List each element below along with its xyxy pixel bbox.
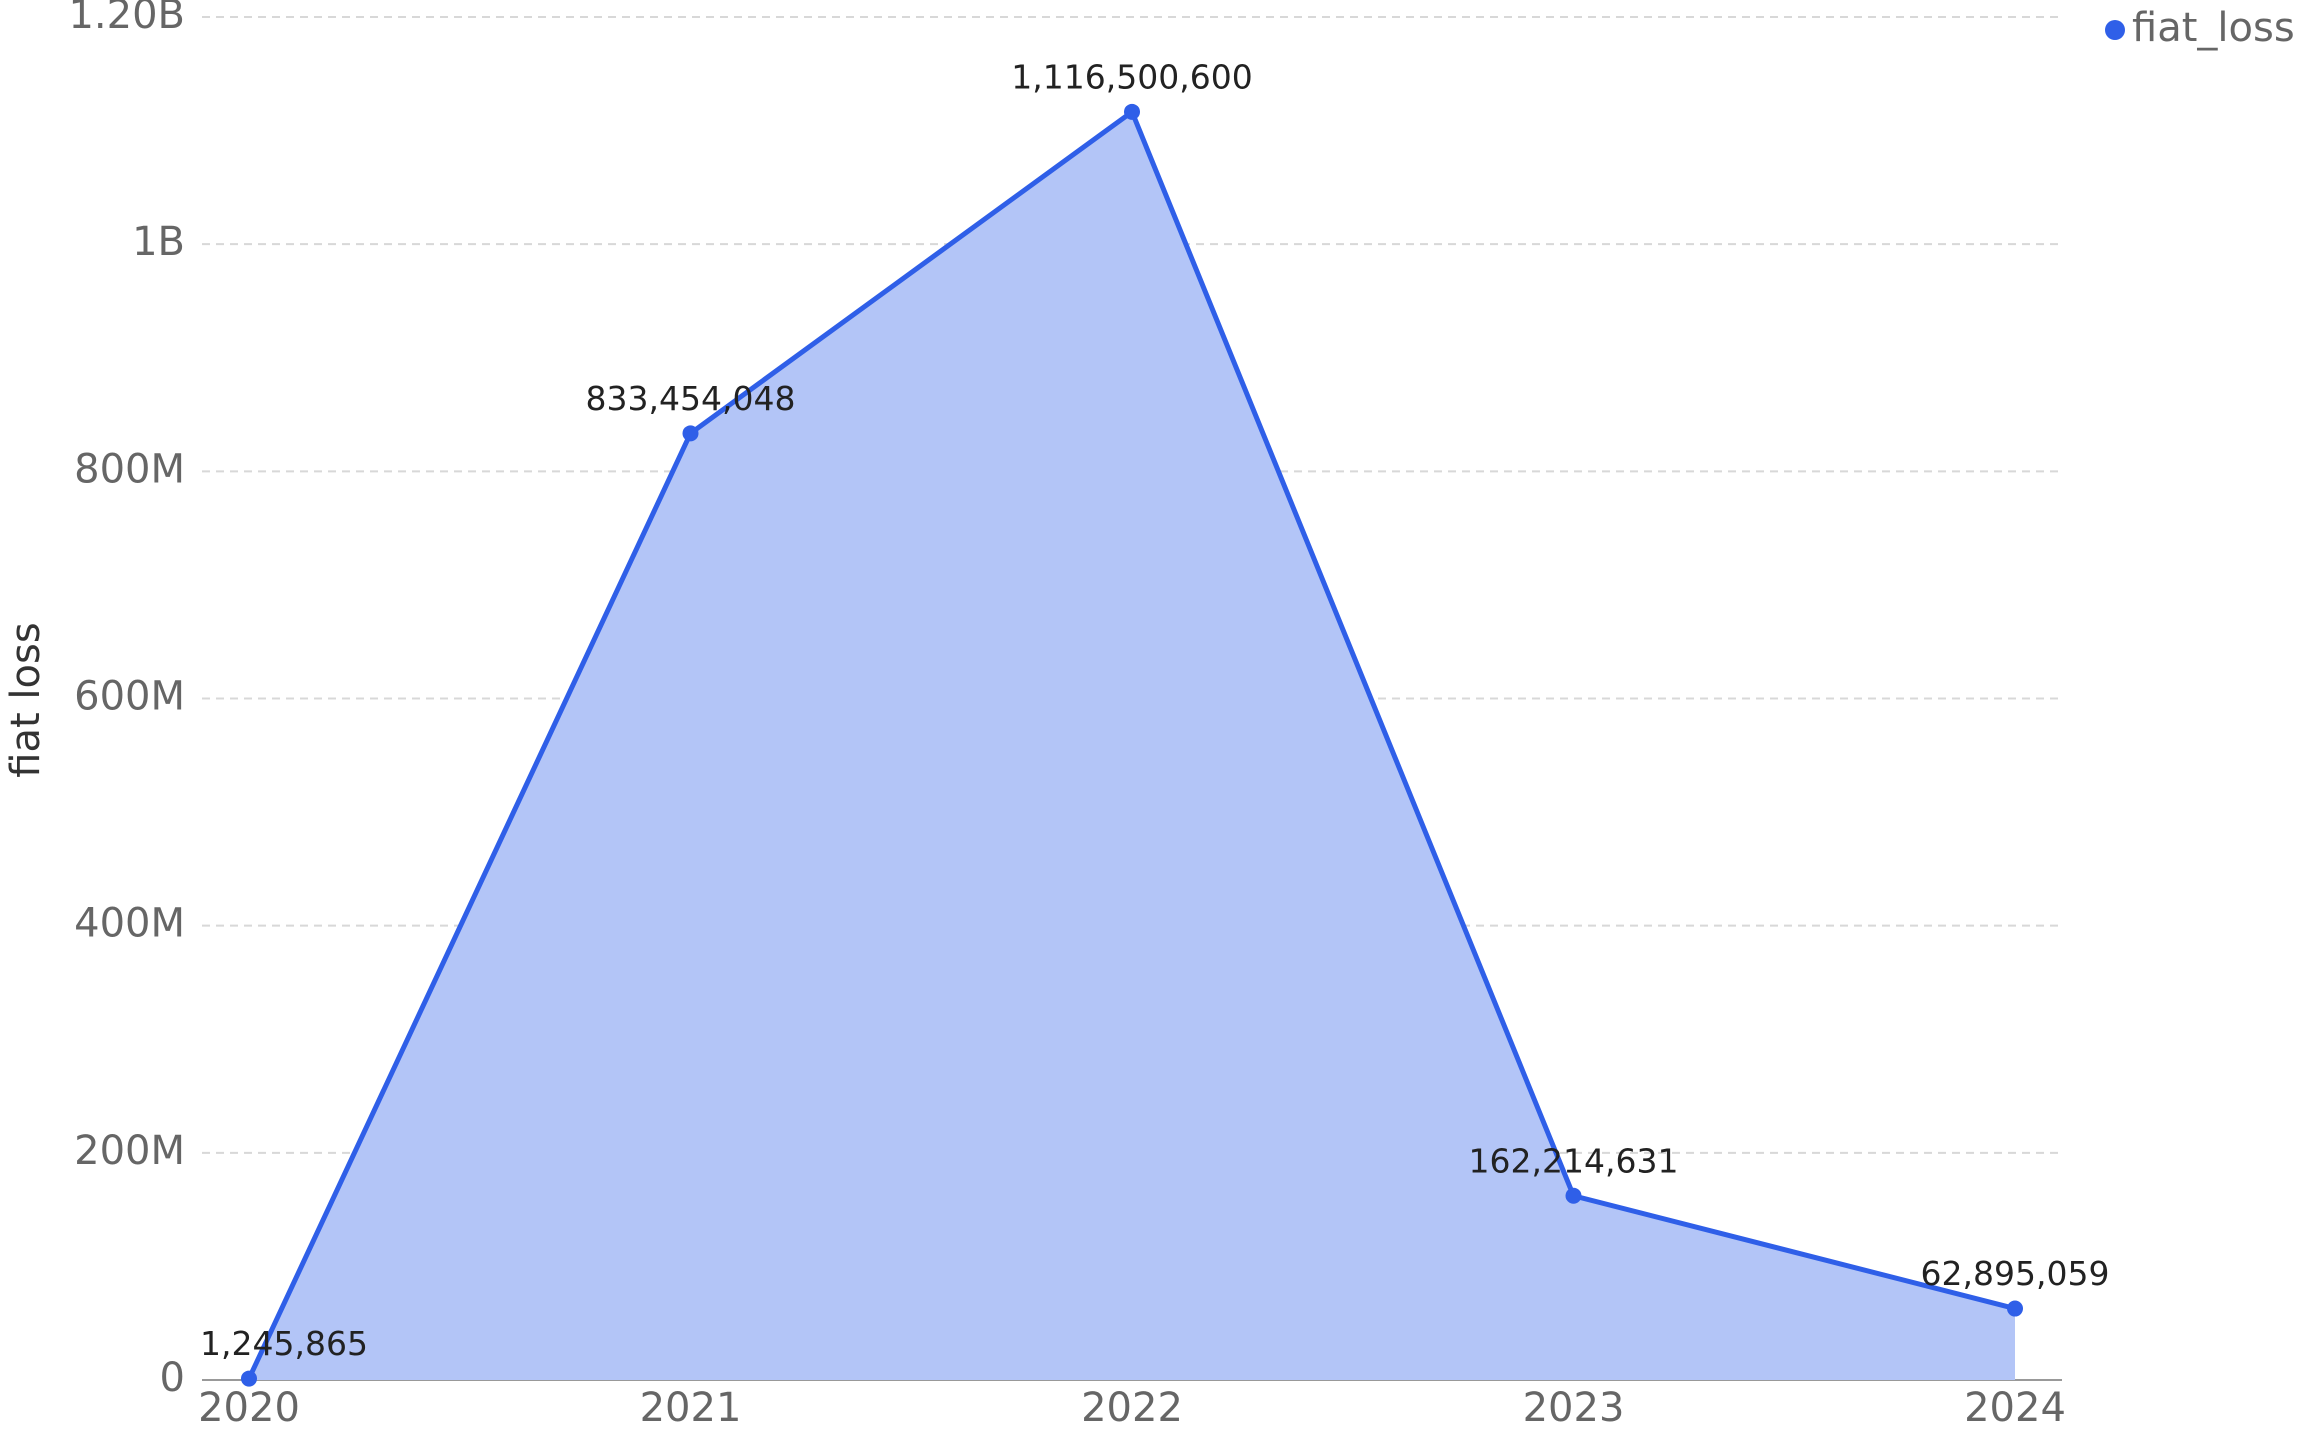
y-tick-label: 1.20B xyxy=(68,0,185,38)
y-tick-label: 1B xyxy=(132,219,185,265)
data-label: 162,214,631 xyxy=(1469,1141,1679,1180)
y-tick-label: 400M xyxy=(74,901,185,947)
x-tick-label: 2024 xyxy=(1964,1385,2066,1431)
point xyxy=(241,1370,257,1387)
y-tick-label: 800M xyxy=(74,446,185,492)
y-axis-title: fiat loss xyxy=(3,622,49,777)
legend-label: fiat_loss xyxy=(2132,5,2295,51)
data-label: 833,454,048 xyxy=(586,379,796,418)
data-label: 1,116,500,600 xyxy=(1011,57,1252,96)
x-tick-label: 2021 xyxy=(640,1385,742,1431)
y-tick-label: 200M xyxy=(74,1128,185,1174)
point xyxy=(1565,1187,1582,1204)
y-tick-label: 600M xyxy=(74,674,185,720)
x-tick-label: 2020 xyxy=(198,1385,300,1431)
data-label: 62,895,059 xyxy=(1921,1254,2110,1293)
area xyxy=(249,111,2015,1380)
x-tick-label: 2022 xyxy=(1081,1385,1183,1431)
point xyxy=(682,425,699,442)
data-label: 1,245,865 xyxy=(200,1324,368,1363)
x-tick-label: 2023 xyxy=(1523,1385,1625,1431)
legend-marker xyxy=(2105,20,2125,40)
point xyxy=(2007,1300,2023,1317)
y-tick-label: 0 xyxy=(160,1355,185,1401)
point xyxy=(1124,103,1140,120)
